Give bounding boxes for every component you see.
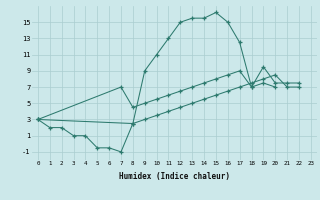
X-axis label: Humidex (Indice chaleur): Humidex (Indice chaleur) [119, 172, 230, 181]
